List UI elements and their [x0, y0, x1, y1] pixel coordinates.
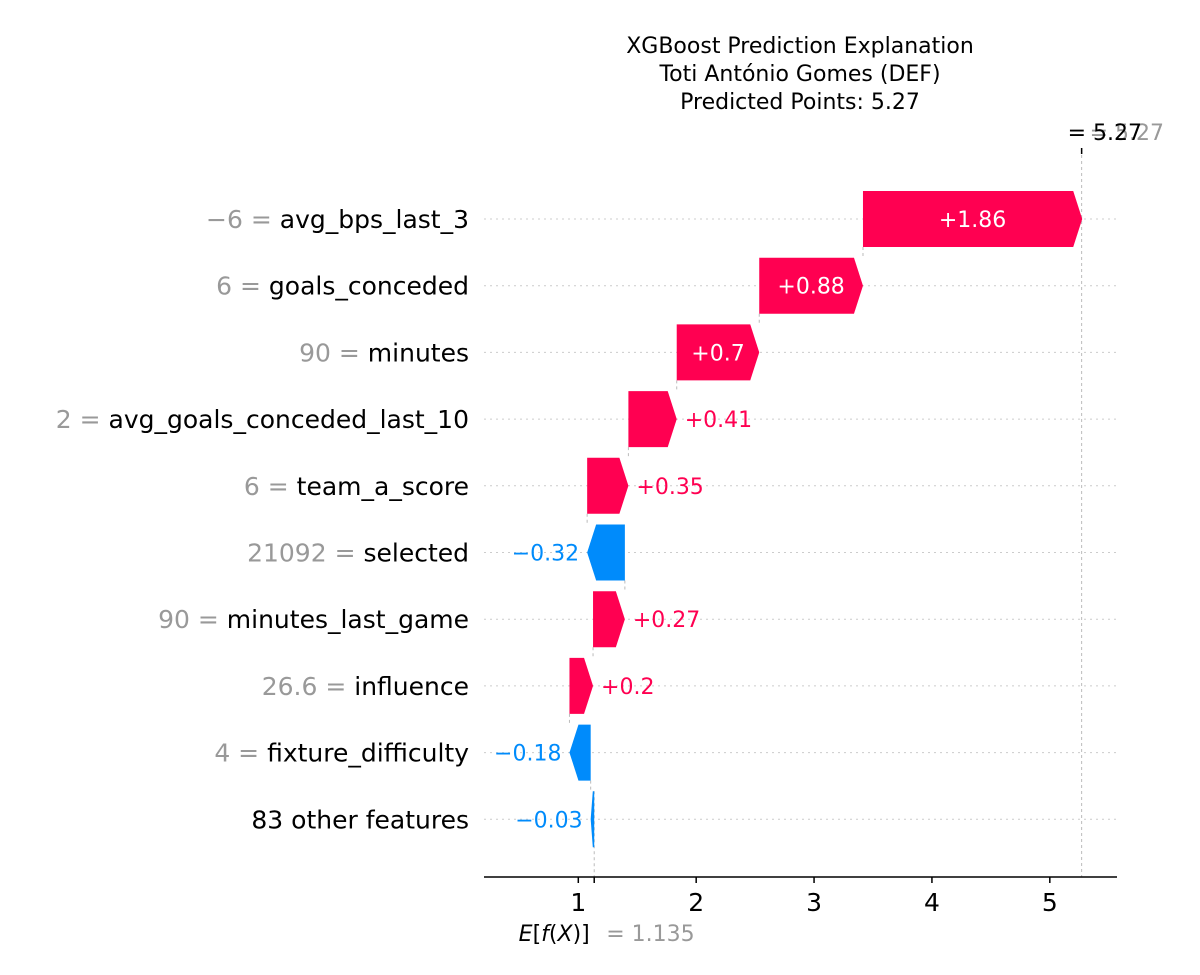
feature-label: 2 = avg_goals_conceded_last_10 — [56, 405, 469, 434]
bars: +1.86 +0.88 +0.7 +0.41 +0.35 −0.32 +0.27 +0.2 −0… — [494, 191, 1083, 848]
bar-avg_goals_conceded_last_10 — [628, 391, 677, 448]
feature-name: avg_goals_conceded_last_10 — [109, 405, 469, 434]
feature-name: minutes — [368, 338, 469, 367]
feature-name: goals_conceded — [269, 272, 469, 301]
bar-value-label: +0.7 — [691, 341, 744, 366]
feature-name: avg_bps_last_3 — [280, 205, 469, 234]
feature-value: 6 = — [216, 272, 269, 301]
feature-value: 21092 = — [247, 539, 363, 568]
feature-label: 83 other features — [251, 805, 469, 834]
base-value-number: = 1.135 — [606, 922, 694, 947]
bar-value-label: +0.35 — [636, 475, 703, 500]
base-label-part: )] — [573, 922, 590, 947]
feature-label: 21092 = selected — [247, 539, 469, 568]
bar-value-label: −0.03 — [515, 808, 582, 833]
base-label-part: f — [541, 922, 552, 947]
feature-label: 6 = team_a_score — [244, 472, 469, 501]
bar-influence — [569, 657, 594, 714]
title-line-2: Toti António Gomes (DEF) — [658, 62, 940, 87]
prediction-fx-label: = 5.27 — [1068, 121, 1142, 146]
feature-value: −6 = — [206, 205, 280, 234]
x-tick-label: 1 — [570, 888, 586, 917]
base-label-part: ( — [549, 922, 558, 947]
x-tick-label: 2 — [688, 888, 704, 917]
feature-value: 6 = — [244, 472, 297, 501]
feature-name: fixture_difficulty — [267, 739, 469, 768]
feature-label: 4 = fixture_difficulty — [214, 739, 469, 768]
bar-value-label: +0.27 — [633, 608, 700, 633]
feature-name: influence — [354, 672, 469, 701]
feature-name: 83 other features — [251, 805, 469, 834]
x-tick-label: 5 — [1042, 888, 1058, 917]
base-value-label: E[f(X)] — [519, 922, 590, 947]
feature-value: 2 = — [56, 405, 109, 434]
x-tick-label: 4 — [924, 888, 940, 917]
bar-value-label: +0.88 — [777, 275, 844, 300]
bar-goals_conceded — [759, 257, 863, 314]
bar-value-label: +0.2 — [601, 675, 654, 700]
bar-selected — [587, 524, 625, 581]
title-line-3: Predicted Points: 5.27 — [680, 90, 920, 115]
feature-label: 90 = minutes — [299, 338, 469, 367]
x-tick-label: 3 — [806, 888, 822, 917]
feature-label: 6 = goals_conceded — [216, 272, 469, 301]
bar-team_a_score — [587, 457, 629, 514]
prediction-gray-label: = 5.27 — [1090, 121, 1164, 146]
chart-title: XGBoost Prediction Explanation Toti Antó… — [626, 34, 974, 115]
bar-avg_bps_last_3 — [862, 191, 1083, 247]
bar-minutes — [676, 324, 760, 381]
bar-value-label: +1.86 — [939, 208, 1006, 233]
bar-value-label: +0.41 — [685, 408, 752, 433]
bar-value-label: −0.18 — [494, 742, 561, 767]
bar-83-other-features — [590, 791, 595, 848]
bar-fixture_difficulty — [569, 724, 591, 781]
title-line-1: XGBoost Prediction Explanation — [626, 34, 974, 59]
feature-value: 90 = — [299, 338, 368, 367]
feature-value: 26.6 = — [262, 672, 355, 701]
feature-labels: −6 = avg_bps_last_3 6 = goals_conceded 90 … — [56, 205, 469, 834]
base-label-part: E — [519, 922, 533, 947]
x-axis: 1 2 3 4 5 E[f(X)] = 1.135 — [484, 876, 1117, 947]
feature-label: 26.6 = influence — [262, 672, 469, 701]
prediction-label: = 5.27= 5.27 — [1068, 121, 1164, 154]
feature-value: 4 = — [214, 739, 267, 768]
base-label-part: X — [557, 922, 574, 947]
feature-name: selected — [363, 539, 469, 568]
feature-value: 90 = — [158, 605, 227, 634]
feature-label: 90 = minutes_last_game — [158, 605, 469, 634]
feature-label: −6 = avg_bps_last_3 — [206, 205, 469, 234]
bar-minutes_last_game — [593, 591, 625, 648]
feature-name: team_a_score — [297, 472, 469, 501]
feature-name: minutes_last_game — [227, 605, 469, 634]
bar-value-label: −0.32 — [512, 542, 579, 567]
base-label-part: [ — [533, 922, 542, 947]
